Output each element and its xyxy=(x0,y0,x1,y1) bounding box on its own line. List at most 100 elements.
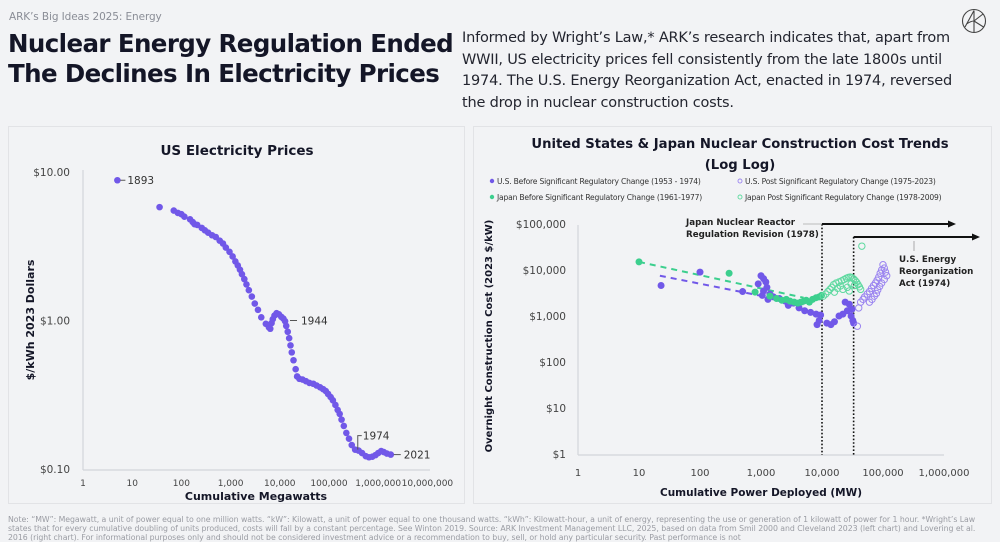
right-data-point-hollow xyxy=(850,281,859,290)
left-data-point xyxy=(266,325,274,333)
right-x-tick-label: 10,000 xyxy=(805,468,840,479)
left-data-point xyxy=(292,365,299,373)
right-x-tick-label: 100 xyxy=(690,468,709,479)
legend-marker-filled xyxy=(489,178,495,184)
left-data-point xyxy=(243,281,250,288)
left-data-point xyxy=(181,213,188,221)
left-annotation-label: 1974 xyxy=(363,431,390,443)
reference-label-japan: Japan Nuclear Reactor xyxy=(685,218,796,228)
right-x-tick-label: 10 xyxy=(633,468,646,479)
right-data-point-filled xyxy=(766,292,774,300)
right-data-point-hollow xyxy=(830,288,839,296)
trendline xyxy=(638,260,804,299)
left-y-tick-label: $0.10 xyxy=(40,464,70,476)
right-data-point-filled xyxy=(841,298,849,306)
right-data-point-hollow xyxy=(875,282,884,291)
left-chart-ylabel: $/kWh 2023 Dollars xyxy=(24,259,37,380)
right-data-point-filled xyxy=(739,288,747,296)
right-data-point-filled xyxy=(762,278,770,286)
right-data-point-filled xyxy=(817,291,825,299)
right-chart-subtitle: (Log Log) xyxy=(705,158,775,173)
right-data-point-filled xyxy=(813,321,821,329)
right-x-tick-label: 1,000,000 xyxy=(919,468,970,479)
legend-label: Japan Post Significant Regulatory Change… xyxy=(744,193,942,202)
left-data-point xyxy=(287,342,294,349)
right-data-point-hollow xyxy=(856,285,865,294)
right-data-point-hollow xyxy=(853,322,862,330)
legend-marker-hollow xyxy=(737,178,743,184)
left-x-tick-label: 10 xyxy=(126,479,138,489)
left-y-tick-label: $1.00 xyxy=(40,316,70,328)
left-y-tick-label: $10.00 xyxy=(33,167,70,179)
right-x-tick-label: 1 xyxy=(575,468,581,479)
left-data-point xyxy=(114,176,121,184)
left-data-point xyxy=(348,441,356,449)
left-annotation-label: 1944 xyxy=(301,316,328,328)
right-data-point-hollow xyxy=(880,264,888,272)
left-annotation-label: 2021 xyxy=(404,450,431,462)
right-data-point-hollow xyxy=(883,272,891,280)
left-data-point xyxy=(226,248,233,256)
page-title-line-1: Nuclear Energy Regulation Ended xyxy=(8,29,454,58)
left-data-point xyxy=(254,306,262,314)
left-x-tick-label: 10,000,000 xyxy=(402,479,454,489)
left-data-point xyxy=(332,401,339,409)
right-data-point-filled xyxy=(751,288,759,296)
right-x-tick-label: 1,000 xyxy=(747,468,776,479)
chart-panel-nuclear-construction-cost xyxy=(473,126,992,504)
arrow-us-head-icon xyxy=(972,233,980,241)
left-data-point xyxy=(336,410,344,418)
reference-label-japan: Regulation Revision (1978) xyxy=(686,230,819,240)
right-data-point-hollow xyxy=(874,286,882,294)
left-chart-xlabel: Cumulative Megawatts xyxy=(185,490,328,503)
right-data-point-filled xyxy=(754,280,762,288)
left-x-tick-label: 1,000 xyxy=(218,479,244,489)
reference-label-us: Act (1974) xyxy=(899,279,950,289)
right-chart-xlabel: Cumulative Power Deployed (MW) xyxy=(660,487,862,499)
footnote: Note: “MW”: Megawatt, a unit of power eq… xyxy=(8,515,976,542)
left-data-point xyxy=(251,300,259,307)
right-data-point-filled xyxy=(848,305,856,313)
page-title-line-2: The Declines In Electricity Prices xyxy=(8,59,440,88)
left-x-tick-label: 1 xyxy=(80,479,86,489)
kicker: ARK’s Big Ideas 2025: Energy xyxy=(9,11,162,23)
left-data-point xyxy=(241,275,248,283)
left-data-point xyxy=(248,293,256,300)
right-data-point-hollow xyxy=(881,268,890,276)
right-data-point-filled xyxy=(657,282,665,290)
left-data-point xyxy=(156,203,163,211)
right-y-tick-label: $10,000 xyxy=(523,265,566,277)
left-data-point xyxy=(257,314,265,321)
chart-panel-us-electricity-prices xyxy=(8,126,465,504)
right-data-point-filled xyxy=(850,319,858,327)
left-data-point xyxy=(338,416,345,423)
right-y-tick-label: $10 xyxy=(546,403,566,415)
right-data-point-filled xyxy=(807,308,815,316)
right-chart-ylabel: Overnight Construction Cost (2023 $/kW) xyxy=(484,220,495,453)
left-chart-title: US Electricity Prices xyxy=(160,143,313,159)
left-data-point xyxy=(245,286,253,294)
right-chart-title: United States & Japan Nuclear Constructi… xyxy=(531,137,948,152)
right-x-tick-label: 100,000 xyxy=(862,468,903,479)
right-data-point-filled xyxy=(817,311,825,319)
left-x-tick-label: 100 xyxy=(173,479,190,489)
left-data-point xyxy=(290,356,297,364)
reference-label-us: U.S. Energy xyxy=(899,255,956,265)
right-data-point-filled xyxy=(773,295,781,303)
right-data-point-hollow xyxy=(863,290,871,298)
right-y-tick-label: $100 xyxy=(539,357,566,369)
page-title: Nuclear Energy Regulation Ended The Decl… xyxy=(8,29,454,89)
right-data-point-filled xyxy=(725,269,733,277)
right-data-point-filled xyxy=(758,291,766,299)
left-data-point xyxy=(222,244,230,251)
right-y-tick-label: $100,000 xyxy=(516,219,566,231)
legend-label: Japan Before Significant Regulatory Chan… xyxy=(496,193,702,202)
right-data-point-filled xyxy=(635,258,643,266)
left-data-point xyxy=(282,322,290,330)
left-data-point xyxy=(229,253,236,260)
legend-label: U.S. Post Significant Regulatory Change … xyxy=(745,177,936,186)
left-x-tick-label: 100,000 xyxy=(310,479,347,489)
left-data-point xyxy=(387,451,395,458)
summary-text: Informed by Wright’s Law,* ARK’s researc… xyxy=(462,30,953,111)
